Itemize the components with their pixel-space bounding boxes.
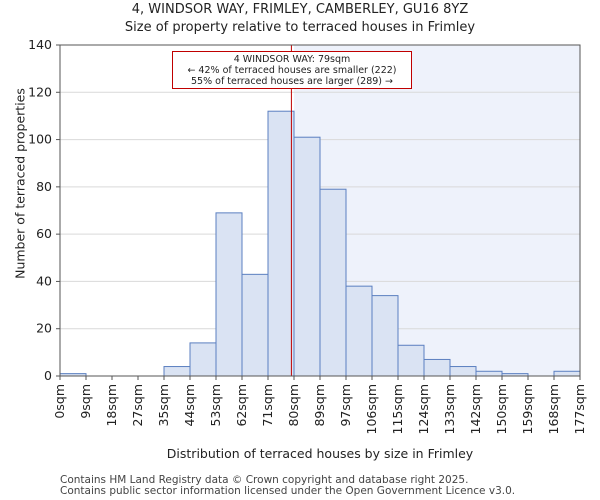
x-tick-label: 0sqm bbox=[52, 384, 67, 419]
x-tick-label: 133sqm bbox=[442, 384, 457, 434]
annotation-line-3: 55% of terraced houses are larger (289) … bbox=[191, 76, 393, 87]
x-tick-label: 89sqm bbox=[312, 384, 327, 427]
bar-80sqm bbox=[293, 136, 321, 377]
x-tick-label: 177sqm bbox=[572, 384, 587, 434]
annotation-line-2: ← 42% of terraced houses are smaller (22… bbox=[187, 65, 397, 76]
x-tick-label: 62sqm bbox=[234, 384, 249, 427]
bar-44sqm bbox=[189, 342, 217, 377]
bar-97sqm bbox=[345, 285, 373, 377]
x-axis-title: Distribution of terraced houses by size … bbox=[166, 446, 474, 461]
bar-115sqm bbox=[397, 344, 425, 377]
x-tick-label: 27sqm bbox=[130, 384, 145, 427]
x-tick-label: 159sqm bbox=[520, 384, 535, 434]
x-tick-label: 44sqm bbox=[182, 384, 197, 427]
annotation-line-1: 4 WINDSOR WAY: 79sqm bbox=[233, 54, 351, 65]
y-tick-label: 120 bbox=[28, 84, 52, 99]
x-tick-label: 71sqm bbox=[260, 384, 275, 427]
x-tick-label: 9sqm bbox=[78, 384, 93, 419]
x-tick-label: 150sqm bbox=[494, 384, 509, 434]
footer-line-1: Contains HM Land Registry data © Crown c… bbox=[60, 474, 469, 486]
bar-168sqm bbox=[553, 370, 581, 377]
bar-53sqm bbox=[215, 212, 243, 377]
x-tick-label: 168sqm bbox=[546, 384, 561, 434]
x-tick-label: 53sqm bbox=[208, 384, 223, 427]
plot-frame bbox=[59, 44, 581, 377]
y-tick-label: 40 bbox=[36, 273, 52, 288]
bar-62sqm bbox=[241, 273, 269, 377]
bar-133sqm bbox=[449, 366, 477, 377]
bar-142sqm bbox=[475, 370, 503, 377]
x-tick-labels: 0sqm 9sqm 18sqm 27sqm 35sqm 44sqm 53sqm 62sqm 71… bbox=[52, 376, 587, 434]
chart-title: 4, WINDSOR WAY, FRIMLEY, CAMBERLEY, GU16… bbox=[131, 2, 469, 17]
x-tick-label: 35sqm bbox=[156, 384, 171, 427]
footer-line-2: Contains public sector information licen… bbox=[60, 485, 516, 497]
chart-subtitle: Size of property relative to terraced ho… bbox=[124, 20, 476, 35]
bar-124sqm bbox=[423, 358, 451, 377]
x-tick-label: 124sqm bbox=[416, 384, 431, 434]
bar-89sqm bbox=[319, 188, 347, 377]
x-tick-label: 115sqm bbox=[390, 384, 405, 434]
bar-71sqm bbox=[267, 110, 295, 377]
marker-annotation: 4 WINDSOR WAY: 79sqm ← 42% of terraced h… bbox=[172, 51, 412, 89]
y-tick-label: 60 bbox=[36, 226, 52, 241]
y-axis-title: Number of terraced properties bbox=[12, 88, 28, 279]
x-tick-label: 142sqm bbox=[468, 384, 483, 434]
y-tick-label: 100 bbox=[28, 132, 52, 147]
y-tick-label: 140 bbox=[28, 37, 52, 52]
bar-35sqm bbox=[163, 366, 191, 377]
y-tick-labels: 0 20 40 60 80 100 120 140 bbox=[28, 37, 60, 383]
x-tick-label: 80sqm bbox=[286, 384, 301, 427]
x-tick-label: 18sqm bbox=[104, 384, 119, 427]
x-tick-label: 97sqm bbox=[338, 384, 353, 427]
x-tick-label: 106sqm bbox=[364, 384, 379, 434]
bar-106sqm bbox=[371, 295, 399, 377]
y-tick-label: 20 bbox=[36, 321, 52, 336]
y-tick-label: 80 bbox=[36, 179, 52, 194]
y-tick-label: 0 bbox=[44, 368, 52, 383]
